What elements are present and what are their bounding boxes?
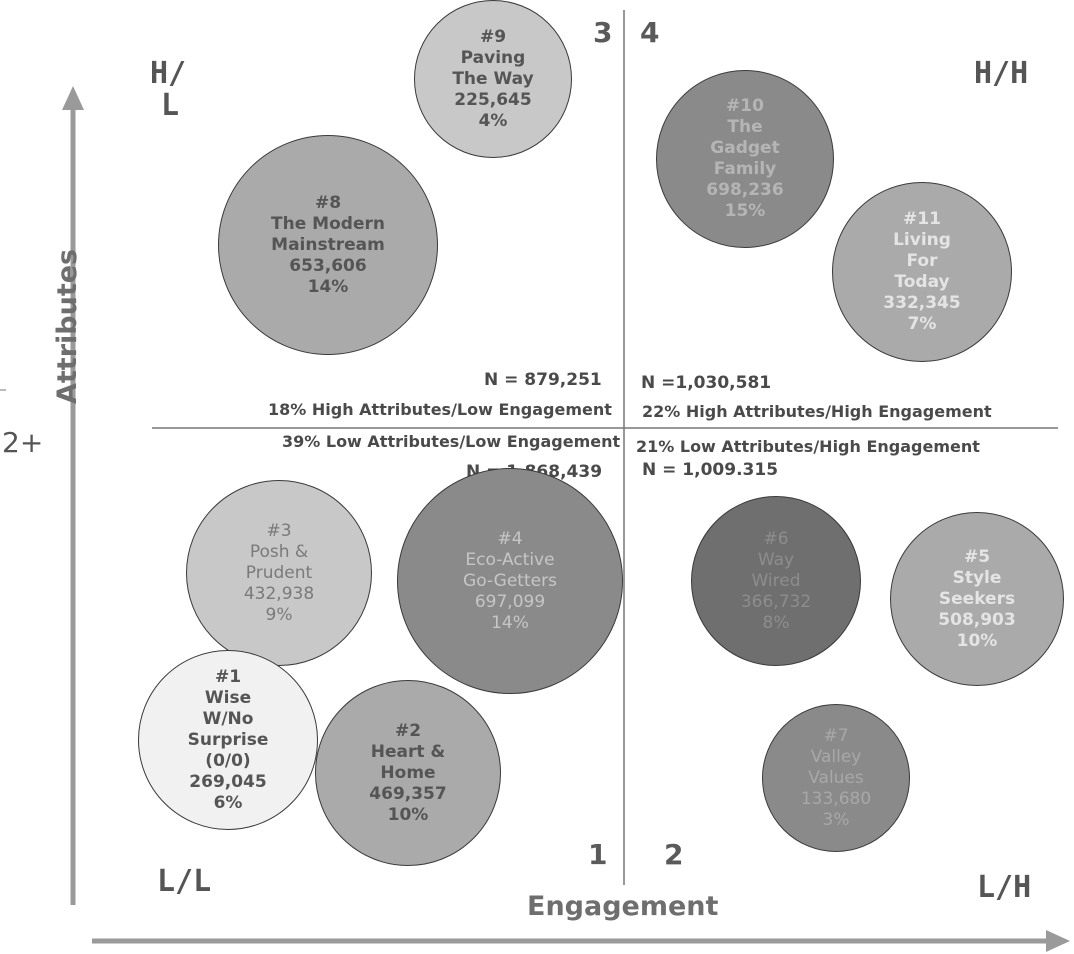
segment-10-line-6: 15% [724, 201, 766, 221]
segment-5-line-4: 508,903 [938, 609, 1016, 630]
segment-11-line-4: Today [894, 272, 950, 292]
segment-bubble-5: #5 Style Seekers 508,903 10% [890, 512, 1064, 686]
segment-1-line-3: W/No [202, 708, 254, 729]
segment-7-line-4: 133,680 [800, 788, 872, 809]
segment-7-line-5: 3% [822, 809, 850, 830]
segment-10-line-5: 698,236 [706, 180, 784, 200]
corner-label-top-right: H/H [974, 56, 1029, 91]
y-axis-tick-label: 2+ [2, 426, 44, 459]
y-axis-arrowhead [62, 86, 84, 110]
segment-9-line-4: 225,645 [454, 89, 532, 110]
segment-bubble-10: #10 The Gadget Family 698,236 15% [656, 70, 834, 248]
y-axis-label: Attributes [52, 248, 83, 404]
segment-6-line-4: 366,732 [740, 591, 812, 612]
segment-11-line-3: For [906, 251, 938, 271]
segment-6-line-1: #6 [763, 528, 789, 549]
segment-7-line-3: Values [808, 767, 864, 788]
segment-3-line-1: #3 [266, 520, 292, 541]
x-axis-label: Engagement [527, 891, 719, 922]
quadrant-label-low-high: 21% Low Attributes/High Engagement [636, 437, 980, 456]
segment-4-line-2: Eco-Active [465, 549, 555, 570]
segment-2-line-4: 469,357 [369, 783, 447, 804]
corner-label-top-left-line1: H/ [150, 56, 187, 91]
segment-3-line-5: 9% [265, 604, 293, 625]
segment-4-line-1: #4 [497, 528, 523, 549]
segment-10-line-4: Family [713, 159, 777, 179]
segment-10-line-2: The [727, 117, 763, 137]
segment-bubble-3: #3 Posh & Prudent 432,938 9% [186, 480, 372, 666]
segment-2-line-5: 10% [387, 804, 429, 825]
quadrant-label-high-low: 18% High Attributes/Low Engagement [268, 400, 612, 419]
quadrant-label-high-high: 22% High Attributes/High Engagement [642, 402, 992, 421]
segment-2-line-1: #2 [394, 720, 422, 741]
segment-8-line-1: #8 [314, 192, 342, 213]
segment-1-line-7: 6% [213, 792, 243, 813]
segment-9-line-5: 4% [478, 110, 508, 131]
segment-bubble-8: #8 The Modern Mainstream 653,606 14% [218, 135, 438, 355]
segment-5-line-3: Seekers [938, 588, 1016, 609]
segment-11-line-1: #11 [903, 209, 941, 229]
segment-3-line-2: Posh & [249, 541, 309, 562]
segment-bubble-9: #9 Paving The Way 225,645 4% [414, 0, 572, 158]
segment-bubble-2: #2 Heart & Home 469,357 10% [315, 680, 501, 866]
segment-1-line-1: #1 [214, 666, 242, 687]
segment-6-line-2: Way [757, 549, 795, 570]
corner-label-top-left-line2: L [161, 88, 180, 123]
quadrant-number-3: 3 [593, 16, 613, 49]
x-axis-arrowhead [1046, 930, 1070, 952]
segment-7-line-1: #7 [823, 725, 849, 746]
segment-1-line-6: 269,045 [189, 771, 267, 792]
segment-8-line-3: Mainstream [271, 234, 385, 255]
segment-9-line-2: Paving [460, 47, 526, 68]
segment-4-line-3: Go-Getters [463, 570, 557, 591]
segment-8-line-2: The Modern [271, 213, 385, 234]
segment-5-line-2: Style [952, 567, 1002, 588]
segment-1-line-5: (0/0) [205, 750, 251, 771]
quadrant-n-low-high: N = 1,009.315 [642, 460, 779, 480]
segment-2-line-3: Home [380, 762, 436, 783]
segment-11-line-2: Living [893, 230, 951, 250]
segment-4-line-5: 14% [491, 612, 529, 633]
segment-8-line-5: 14% [307, 276, 349, 297]
segment-9-line-3: The Way [452, 68, 534, 89]
quadrant-number-1: 1 [588, 838, 608, 871]
corner-label-top-left: H/ L [150, 58, 186, 122]
quadrant-n-high-high: N =1,030,581 [641, 373, 772, 393]
segment-6-line-5: 8% [762, 612, 790, 633]
quadrant-number-4: 4 [640, 16, 660, 49]
segment-5-line-5: 10% [956, 630, 998, 651]
segment-bubble-7: #7 Valley Values 133,680 3% [762, 704, 910, 852]
corner-label-bottom-left: L/L [157, 864, 212, 899]
segment-10-line-1: #10 [726, 96, 764, 116]
quadrant-number-2: 2 [664, 838, 684, 871]
quadrant-label-low-low: 39% Low Attributes/Low Engagement [282, 432, 621, 451]
segment-bubble-4: #4 Eco-Active Go-Getters 697,099 14% [397, 468, 623, 694]
quadrant-n-high-low: N = 879,251 [484, 370, 602, 390]
segment-5-line-1: #5 [963, 546, 991, 567]
segment-bubble-1: #1 Wise W/No Surprise (0/0) 269,045 6% [138, 650, 318, 830]
segment-6-line-3: Wired [751, 570, 801, 591]
segment-bubble-6: #6 Way Wired 366,732 8% [691, 496, 861, 666]
corner-label-bottom-right: L/H [977, 870, 1032, 905]
segment-4-line-4: 697,099 [474, 591, 546, 612]
segment-1-line-4: Surprise [187, 729, 269, 750]
segment-7-line-2: Valley [810, 746, 862, 767]
segment-10-line-3: Gadget [710, 138, 780, 158]
segment-9-line-1: #9 [479, 26, 507, 47]
segment-3-line-4: 432,938 [243, 583, 315, 604]
segment-8-line-4: 653,606 [289, 255, 367, 276]
segment-11-line-5: 332,345 [883, 293, 961, 313]
segment-2-line-2: Heart & [370, 741, 446, 762]
segment-3-line-3: Prudent [245, 562, 313, 583]
segment-bubble-11: #11 Living For Today 332,345 7% [832, 182, 1012, 362]
segment-11-line-6: 7% [907, 314, 937, 334]
segment-1-line-2: Wise [204, 687, 252, 708]
